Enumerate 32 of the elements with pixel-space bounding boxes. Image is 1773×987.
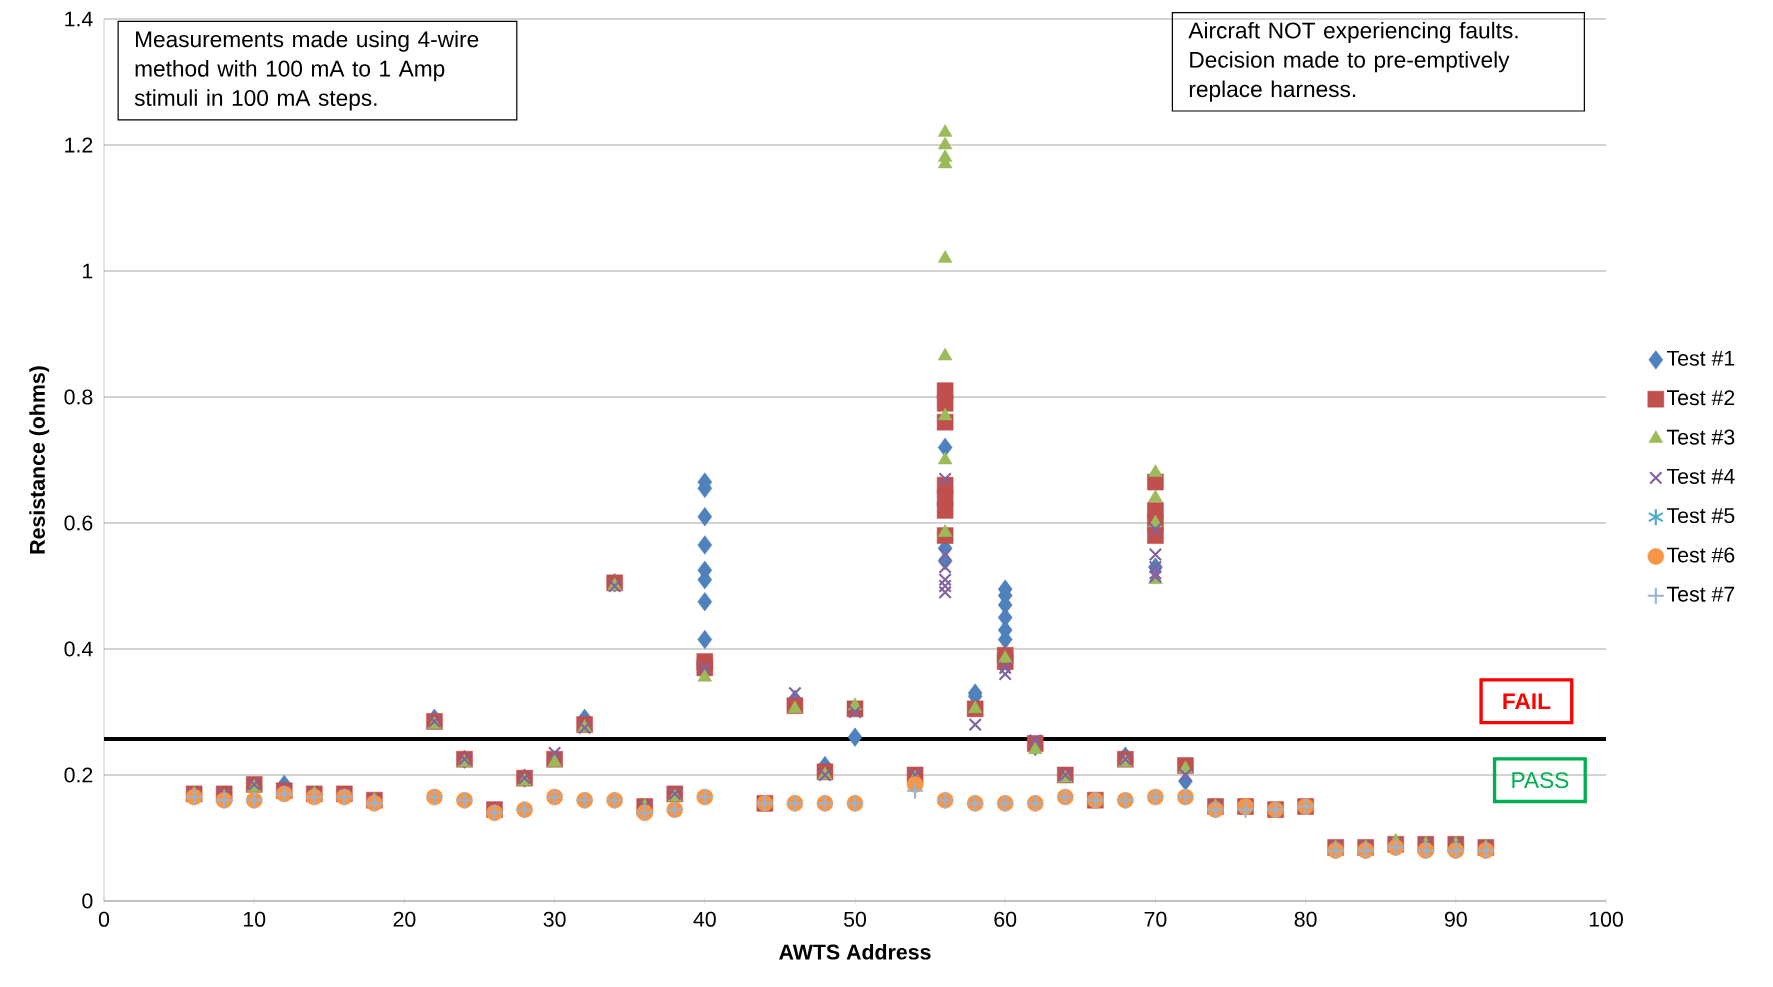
annotation: PASS (1512, 772, 1569, 789)
y-tick-label: 1.4 (65, 11, 93, 27)
y-tick-label: 0.8 (64, 389, 93, 405)
y-tick-label: 1.2 (65, 137, 93, 153)
annotation: Measurements made using 4-wire method with 100 mA to 1 Amp stimuli in 100 mA steps. (134, 30, 479, 111)
x-tick-label: 30 (543, 911, 566, 927)
legend-label: Test #1 (1666, 350, 1735, 366)
y-tick-label: 0 (82, 893, 93, 909)
y-tick-label: 0.2 (64, 767, 93, 783)
annotation: Aircraft NOT experiencing faults. Decision made to pre-emptively replace harness. (1188, 21, 1518, 102)
legend-label: Test #4 (1666, 468, 1735, 484)
legend-label: Test #6 (1666, 547, 1735, 563)
x-tick-label: 50 (844, 911, 867, 927)
legend-label: Test #3 (1666, 429, 1735, 445)
x-tick-label: 80 (1294, 911, 1317, 927)
y-tick-label: 0.4 (64, 641, 93, 657)
x-tick-label: 10 (243, 911, 266, 927)
legend-label: Test #5 (1666, 508, 1735, 524)
y-axis-title: Resistance (ohms) (29, 366, 50, 554)
x-tick-label: 90 (1444, 911, 1467, 927)
x-tick-label: 40 (693, 911, 716, 927)
legend-label: Test #7 (1666, 586, 1735, 602)
annotation: FAIL (1503, 693, 1551, 710)
x-tick-label: 0 (98, 911, 110, 927)
x-tick-label: 70 (1144, 911, 1167, 927)
y-tick-label: 1 (83, 263, 93, 279)
legend-label: Test #2 (1666, 390, 1735, 406)
x-tick-label: 60 (994, 911, 1017, 927)
x-tick-label: 100 (1589, 911, 1623, 927)
x-axis-title: AWTS Address (779, 943, 931, 960)
y-tick-label: 0.6 (64, 515, 93, 531)
x-tick-label: 20 (393, 911, 416, 927)
